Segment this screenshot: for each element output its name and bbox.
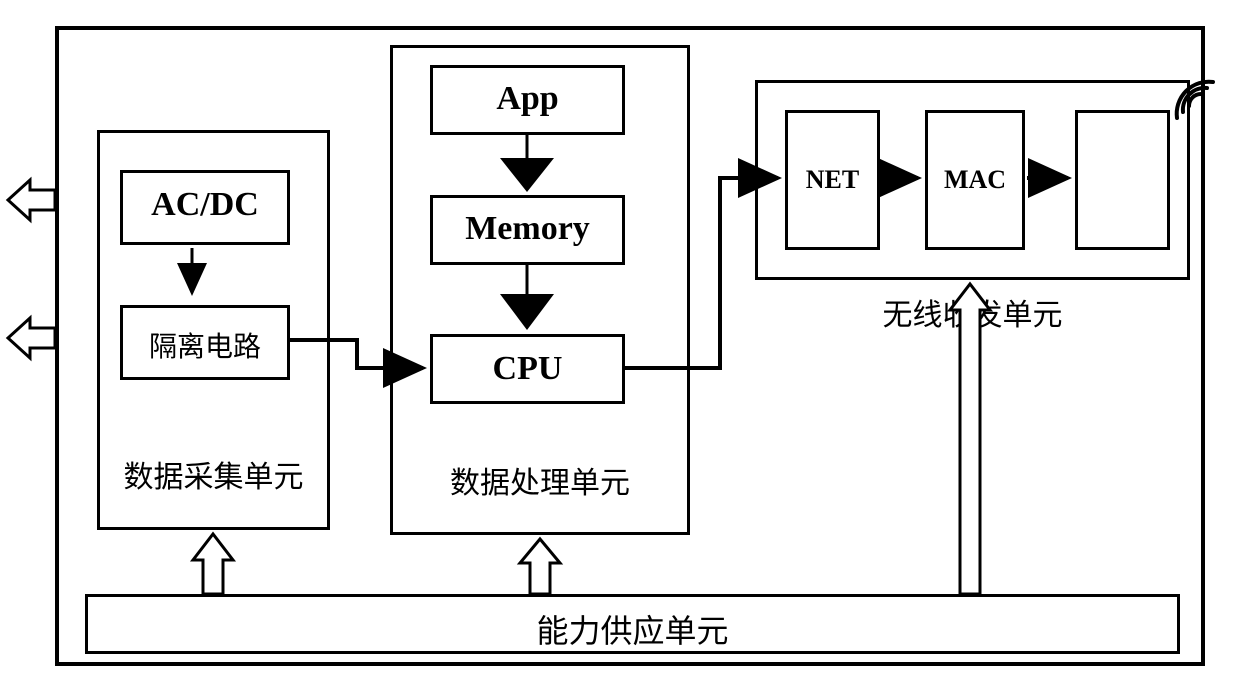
app-label: App [430,80,625,118]
wireless-label: 无线收发单元 [755,290,1190,334]
acdc-label: AC/DC [120,186,290,224]
block-arrow-left-bot [8,318,55,358]
memory-label: Memory [430,210,625,248]
phy-box [1075,110,1170,250]
net-label: NET [785,165,880,195]
power-label: 能力供应单元 [85,606,1180,652]
iso-label: 隔离电路 [120,325,290,365]
cpu-label: CPU [430,350,625,388]
data-proc-label: 数据处理单元 [390,458,690,502]
data-acq-label: 数据采集单元 [97,452,330,496]
block-arrow-left-top [8,180,55,220]
mac-label: MAC [925,165,1025,195]
